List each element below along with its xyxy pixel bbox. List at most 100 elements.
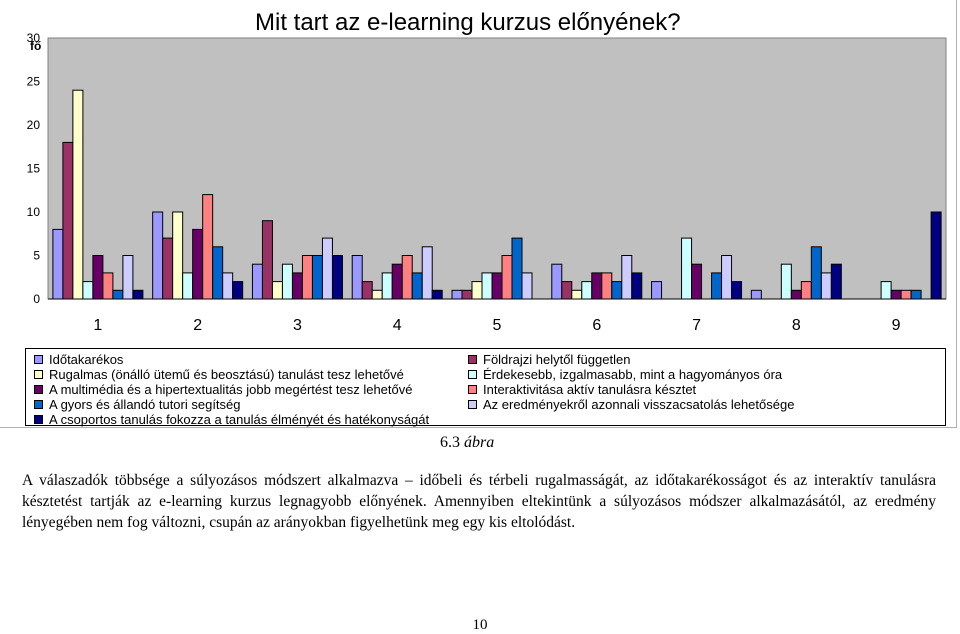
- bar: [481, 272, 493, 300]
- bar: [681, 237, 693, 300]
- bar: [731, 281, 743, 300]
- legend-swatch: [34, 370, 43, 379]
- legend-swatch: [468, 370, 477, 379]
- bar: [750, 289, 762, 300]
- legend-label: Földrajzi helytől független: [483, 352, 631, 367]
- x-tick-label: 6: [592, 317, 601, 334]
- x-tick-label: 4: [393, 317, 402, 334]
- bar: [271, 281, 283, 300]
- y-tick-label: 5: [33, 249, 40, 263]
- y-tick-label: 25: [27, 75, 41, 89]
- bar: [321, 237, 333, 300]
- bar: [900, 289, 912, 300]
- bar: [162, 237, 174, 300]
- bar: [371, 289, 383, 300]
- bar: [102, 272, 114, 300]
- bar: [401, 255, 413, 300]
- bar: [152, 211, 164, 300]
- legend-label: A multimédia és a hipertextualitás jobb …: [49, 382, 413, 397]
- figure-caption: 6.3 ábra: [440, 434, 494, 452]
- bar: [361, 281, 373, 300]
- x-tick-label: 2: [193, 317, 202, 334]
- bar: [501, 255, 513, 300]
- bar: [820, 272, 832, 300]
- bar: [790, 289, 802, 300]
- bar: [691, 263, 703, 300]
- figure-number: 6.3: [440, 434, 460, 451]
- bar: [780, 263, 792, 300]
- bar: [331, 255, 343, 300]
- y-tick-label: 0: [33, 292, 40, 306]
- bar: [561, 281, 573, 300]
- bar: [471, 281, 483, 300]
- bar: [52, 228, 64, 300]
- bar: [192, 228, 204, 300]
- bar: [511, 237, 523, 300]
- bar: [62, 141, 74, 300]
- x-tick-label: 5: [493, 317, 502, 334]
- legend-label: A gyors és állandó tutori segítség: [49, 397, 241, 412]
- y-tick-label: 10: [27, 205, 41, 219]
- bar: [611, 281, 623, 300]
- bar: [521, 272, 533, 300]
- chart-title: Mit tart az e-learning kurzus előnyének?: [255, 9, 681, 36]
- legend-label: Érdekesebb, izgalmasabb, mint a hagyomán…: [483, 367, 783, 382]
- bar: [810, 246, 822, 300]
- bar: [172, 211, 184, 300]
- bar: [890, 289, 902, 300]
- bar: [122, 255, 134, 300]
- legend-swatch: [34, 355, 43, 364]
- bar: [112, 289, 124, 300]
- bar: [232, 281, 244, 300]
- bar: [880, 281, 892, 300]
- x-tick-label: 1: [93, 317, 102, 334]
- bar: [461, 289, 473, 300]
- body-paragraph: A válaszadók többsége a súlyozásos módsz…: [22, 472, 936, 531]
- bar: [491, 272, 503, 300]
- bar: [182, 272, 194, 300]
- bar: [581, 281, 593, 300]
- bar: [721, 255, 733, 300]
- legend-swatch: [468, 400, 477, 409]
- bar: [621, 255, 633, 300]
- x-tick-label: 3: [293, 317, 302, 334]
- bar: [251, 263, 263, 300]
- bar: [212, 246, 224, 300]
- bar: [431, 289, 443, 300]
- chart-legend: Időtakarékos Rugalmas (önálló ütemű és be…: [25, 348, 946, 427]
- legend-swatch: [468, 355, 477, 364]
- bar: [82, 281, 94, 300]
- bar: [92, 255, 104, 300]
- bar: [830, 263, 842, 300]
- legend-label: Időtakarékos: [49, 352, 124, 367]
- bar: [72, 89, 84, 300]
- bar: [711, 272, 723, 300]
- bar: [551, 263, 563, 300]
- page-number: 10: [472, 617, 488, 633]
- legend-swatch: [34, 385, 43, 394]
- legend-swatch: [34, 415, 43, 424]
- legend-label: Az eredményekről azonnali visszacsatolás…: [483, 397, 795, 412]
- bar: [381, 272, 393, 300]
- bar: [202, 194, 214, 300]
- bar: [930, 211, 942, 300]
- bar: [571, 289, 583, 300]
- y-tick-label: 20: [27, 118, 41, 132]
- bar: [451, 289, 463, 300]
- bar: [261, 220, 273, 300]
- bar-chart: Mit tart az e-learning kurzus előnyének?…: [27, 9, 947, 334]
- legend-label: A csoportos tanulás fokozza a tanulás él…: [49, 412, 430, 427]
- bar: [311, 255, 323, 300]
- bar: [351, 255, 363, 300]
- bar: [591, 272, 603, 300]
- bar: [421, 246, 433, 300]
- bar: [910, 289, 922, 300]
- y-tick-label: 15: [27, 162, 41, 176]
- legend-swatch: [34, 400, 43, 409]
- x-tick-label: 7: [692, 317, 701, 334]
- y-tick-label: 30: [27, 31, 41, 45]
- bar: [281, 263, 293, 300]
- figure-label: ábra: [464, 434, 495, 451]
- legend-label: Interaktivitása aktív tanulásra késztet: [483, 382, 697, 397]
- bar: [222, 272, 234, 300]
